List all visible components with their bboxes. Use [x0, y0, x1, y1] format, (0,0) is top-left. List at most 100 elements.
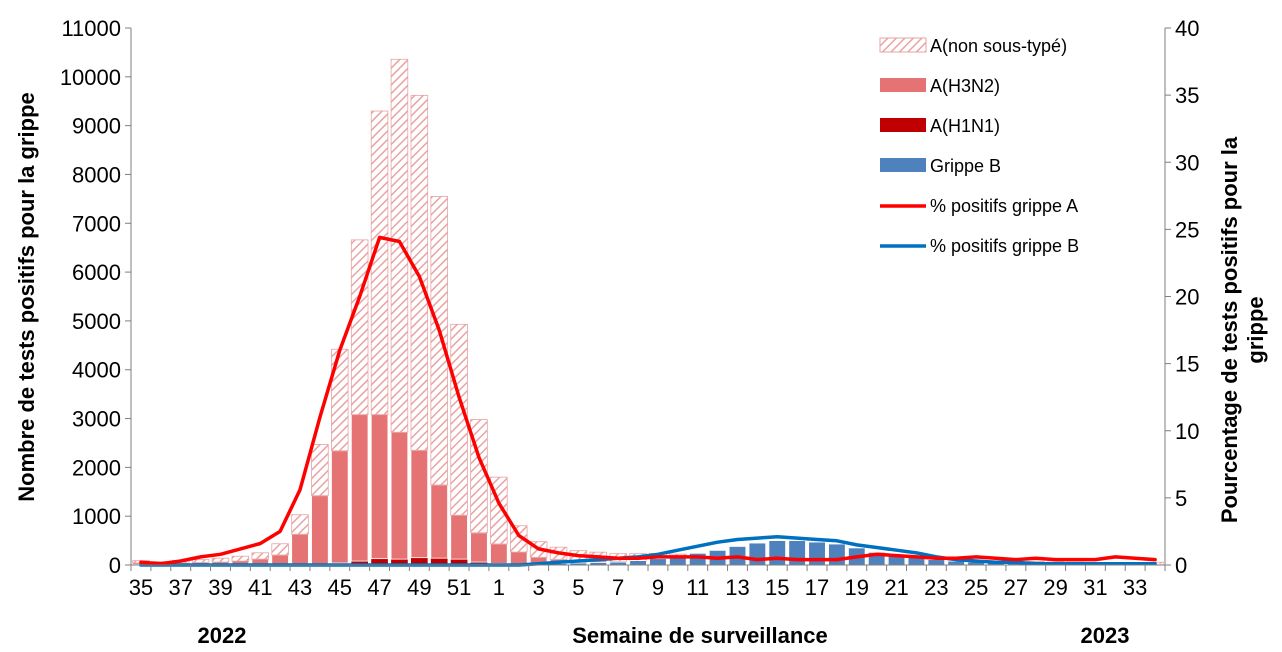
- y-tick-label: 10000: [60, 65, 121, 90]
- x-tick-label: 45: [328, 575, 352, 600]
- bar-a-h1n1: [371, 558, 388, 565]
- legend-label: % positifs grippe B: [930, 236, 1079, 256]
- y-tick-label: 7000: [72, 211, 121, 236]
- bar-a-h1n1: [351, 561, 369, 565]
- y-tick-label: 1000: [72, 504, 121, 529]
- bar-a-unsubtyped: [509, 525, 528, 553]
- y2-tick-label: 0: [1175, 553, 1187, 578]
- bar-a-unsubtyped: [430, 196, 448, 486]
- bar-grippe-b: [649, 558, 667, 566]
- bar-a-h3n2: [410, 449, 429, 559]
- x-axis-title: Semaine de surveillance: [572, 623, 828, 648]
- bar-a-h3n2: [331, 450, 349, 564]
- y2-tick-label: 15: [1175, 352, 1199, 377]
- y2-tick-label: 5: [1175, 486, 1187, 511]
- x-tick-label: 51: [447, 575, 471, 600]
- x-tick-label: 25: [964, 575, 988, 600]
- legend-swatch-a-h3n2: [880, 78, 926, 92]
- x-tick-label: 9: [652, 575, 664, 600]
- bar-a-unsubtyped: [291, 514, 309, 535]
- y2-tick-label: 10: [1175, 419, 1199, 444]
- bar-a-h3n2: [311, 495, 329, 565]
- x-tick-label: 17: [805, 575, 829, 600]
- x-tick-label: 31: [1083, 575, 1107, 600]
- bar-grippe-b: [808, 541, 826, 566]
- x-tick-label: 7: [612, 575, 624, 600]
- y2-tick-label: 20: [1175, 285, 1199, 310]
- bar-a-unsubtyped: [390, 58, 409, 433]
- y-axis-title: Nombre de tests positifs pour la grippe: [14, 92, 39, 502]
- legend-swatch-grippe-b: [880, 158, 926, 172]
- bar-a-h3n2: [350, 414, 369, 562]
- x-tick-label: 39: [208, 575, 232, 600]
- bar-grippe-b: [629, 560, 647, 566]
- y-tick-label: 9000: [72, 114, 121, 139]
- bar-a-h3n2: [291, 533, 309, 565]
- y-tick-label: 2000: [72, 455, 121, 480]
- y-tick-label: 5000: [72, 309, 121, 334]
- bar-grippe-b: [927, 559, 946, 566]
- x-tick-label: 19: [845, 575, 869, 600]
- x-tick-label: 27: [1004, 575, 1028, 600]
- y2-tick-label: 30: [1175, 150, 1199, 175]
- y-tick-label: 6000: [72, 260, 121, 285]
- y-tick-label: 11000: [61, 16, 121, 41]
- x-tick-label: 37: [168, 575, 192, 600]
- bar-a-h3n2: [450, 514, 468, 560]
- x-tick-label: 29: [1043, 575, 1067, 600]
- y-tick-label: 4000: [72, 358, 121, 383]
- bar-layer: [132, 58, 1164, 566]
- y2-axis-title: Pourcentage de tests positifs pour lagri…: [1217, 136, 1268, 523]
- bar-a-unsubtyped: [211, 557, 230, 563]
- bar-a-h1n1: [391, 559, 408, 565]
- y-tick-label: 8000: [72, 162, 121, 187]
- legend-label: A(H3N2): [930, 76, 1000, 96]
- legend-swatch-a-unsubtyped: [879, 37, 927, 53]
- y2-tick-label: 35: [1175, 83, 1199, 108]
- x-tick-label: 11: [686, 575, 709, 600]
- bar-a-unsubtyped: [370, 110, 389, 416]
- legend-label: A(non sous-typé): [930, 36, 1067, 56]
- x-tick-label: 33: [1123, 575, 1147, 600]
- x-tick-label: 13: [725, 575, 749, 600]
- x-tick-label: 49: [407, 575, 431, 600]
- bar-a-h3n2: [509, 551, 528, 565]
- bar-a-unsubtyped: [271, 543, 289, 556]
- bar-a-h3n2: [490, 543, 508, 564]
- bar-a-unsubtyped: [410, 94, 429, 451]
- x-tick-label: 43: [288, 575, 312, 600]
- year-label-2023: 2023: [1081, 623, 1130, 648]
- bar-a-h3n2: [370, 414, 389, 560]
- axes-layer: 0 1000 2000 3000 4000 5000 6000 7000 8000 9000 100…: [60, 16, 1200, 600]
- x-tick-label: 35: [129, 575, 153, 600]
- bar-a-unsubtyped: [251, 552, 270, 560]
- x-tick-label: 21: [884, 575, 908, 600]
- bar-a-h3n2: [470, 532, 488, 563]
- y2-tick-label: 25: [1175, 217, 1199, 242]
- bar-a-h1n1: [430, 558, 448, 565]
- y2-tick-label: 40: [1175, 16, 1199, 41]
- legend: A(non sous-typé) A(H3N2) A(H1N1) Grippe B % …: [879, 36, 1079, 256]
- x-tick-label: 5: [572, 575, 584, 600]
- bar-a-h3n2: [390, 431, 409, 560]
- year-label-2022: 2022: [198, 623, 247, 648]
- x-tick-label: 41: [248, 575, 272, 600]
- x-tick-label: 47: [367, 575, 391, 600]
- bar-grippe-b: [748, 542, 767, 566]
- bar-a-unsubtyped: [191, 559, 210, 563]
- bar-a-unsubtyped: [311, 444, 329, 497]
- bar-a-h1n1: [450, 559, 468, 565]
- legend-swatch-a-h1n1: [880, 118, 926, 132]
- x-tick-label: 23: [924, 575, 948, 600]
- bar-grippe-b: [768, 540, 787, 566]
- line-pct-positifs-grippe-a: [139, 235, 1157, 566]
- legend-label: A(H1N1): [930, 116, 1000, 136]
- bar-grippe-b: [688, 552, 707, 566]
- bar-a-unsubtyped: [231, 555, 250, 562]
- x-tick-label: 15: [765, 575, 789, 600]
- legend-label: % positifs grippe A: [930, 196, 1078, 216]
- y-tick-label: 3000: [72, 407, 121, 432]
- bar-grippe-b: [828, 543, 846, 566]
